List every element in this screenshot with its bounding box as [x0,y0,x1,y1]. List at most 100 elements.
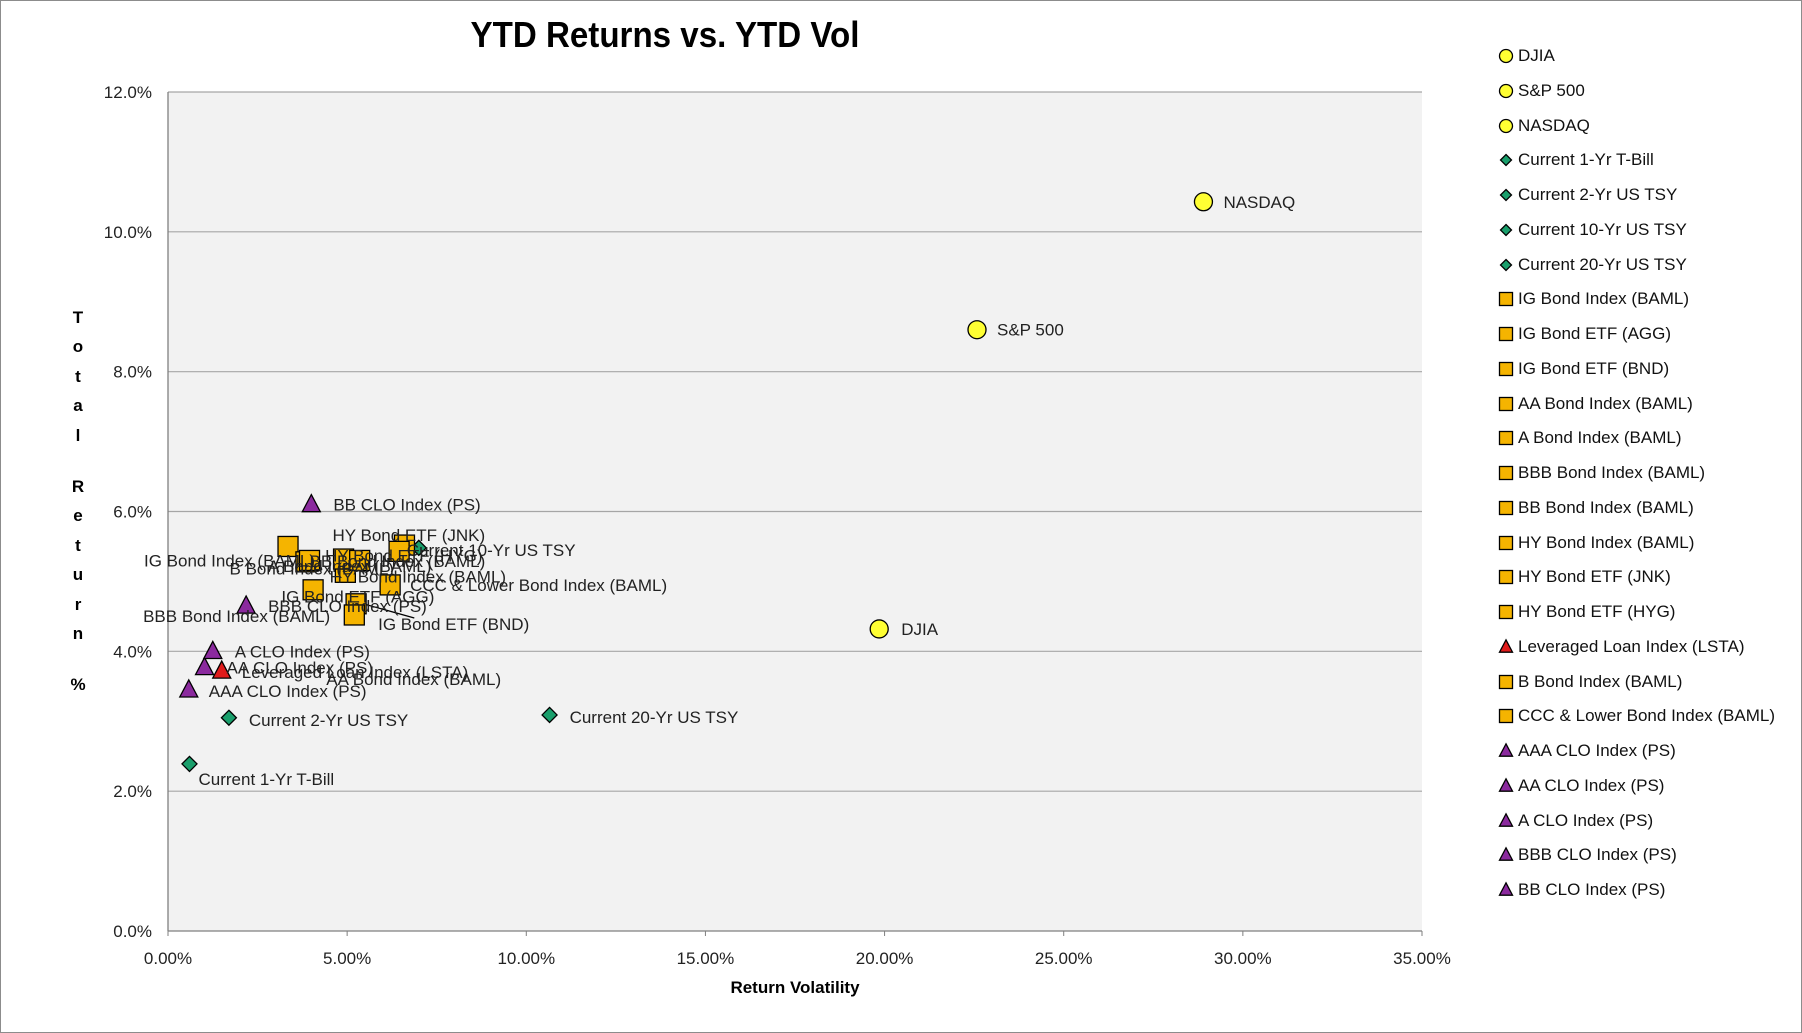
y-tick-label: 6.0% [113,503,152,522]
legend-marker [1496,533,1516,553]
legend-label: Leveraged Loan Index (LSTA) [1518,636,1745,656]
data-point-marker [194,656,215,676]
legend-marker-shape [1498,326,1514,342]
data-point-label: AA CLO Index (PS) [227,658,373,677]
data-point-label: Current 10-Yr US TSY [407,541,576,560]
x-tick-label: 25.00% [1035,949,1093,968]
legend-item: B Bond Index (BAML) [1496,670,1682,694]
legend-label: S&P 500 [1518,80,1585,100]
legend-marker [1496,776,1516,796]
legend-item: AA Bond Index (BAML) [1496,392,1693,416]
legend-marker [1496,811,1516,831]
data-point-label: B Bond Index (BAML) [230,559,394,578]
legend-item: Current 20-Yr US TSY [1496,253,1687,277]
legend-item: IG Bond ETF (AGG) [1496,322,1671,346]
data-point-marker [379,574,401,596]
legend-label: Current 20-Yr US TSY [1518,254,1687,274]
legend-label: BBB CLO Index (PS) [1518,845,1677,865]
legend-label: AA Bond Index (BAML) [1518,393,1693,413]
legend-marker-shape [1498,361,1514,376]
legend-item: IG Bond Index (BAML) [1496,287,1689,311]
data-point-marker [277,535,299,558]
data-point-marker [298,549,321,572]
legend-item: Current 1-Yr T-Bill [1496,148,1654,172]
legend-marker-shape [1498,570,1514,585]
data-point-marker [178,678,199,698]
legend-marker-shape [1498,604,1514,620]
legend-marker-shape [1498,811,1514,827]
legend-label: CCC & Lower Bond Index (BAML) [1518,706,1775,726]
legend-label: HY Bond Index (BAML) [1518,532,1695,552]
legend-item: S&P 500 [1496,79,1585,103]
legend-item: BB CLO Index (PS) [1496,878,1665,902]
legend-marker [1496,498,1516,518]
legend-label: NASDAQ [1518,115,1590,135]
legend-marker [1496,428,1516,448]
legend-marker-shape [1498,846,1514,862]
legend-item: DJIA [1496,44,1555,68]
data-point-marker [220,709,238,727]
data-point-label: HY Bond ETF (JNK) [332,526,485,545]
data-point-marker [869,619,889,639]
data-point-label: Current 1-Yr T-Bill [198,770,334,789]
data-point-label: S&P 500 [997,321,1064,340]
gridlines [168,91,1422,792]
legend-label: DJIA [1518,46,1555,65]
legend-label: AAA CLO Index (PS) [1518,741,1676,760]
data-point-label: Leveraged Loan Index (LSTA) [242,663,469,682]
data-point-marker [202,640,223,660]
leader-lines [360,602,415,619]
y-tick-label: 4.0% [113,642,152,661]
legend-item: A Bond Index (BAML) [1496,426,1681,450]
legend-marker-shape [1499,153,1513,167]
legend-item: Leveraged Loan Index (LSTA) [1496,635,1745,659]
tick-labels: 0.0% 2.0% 4.0% 6.0% 8.0% 10.0% 12.0% 0.00% 5.00%… [104,83,1451,968]
x-tick-label: 35.00% [1393,949,1451,968]
data-point-label: BBB Bond Index (BAML) [143,607,330,626]
legend-label: Current 1-Yr T-Bill [1518,150,1654,170]
legend-marker-shape [1498,881,1514,896]
legend-label: BB CLO Index (PS) [1518,880,1666,899]
data-point-marker [301,493,322,513]
data-point-label: IG Bond ETF (AGG) [281,587,434,606]
chart-title: YTD Returns vs. YTD Vol [470,14,860,55]
legend-item: A CLO Index (PS) [1496,809,1653,833]
legend-marker [1496,46,1516,66]
legend-marker-shape [1498,500,1514,515]
x-tick-label: 5.00% [323,949,371,968]
legend-marker [1496,116,1516,136]
data-point-label: HY Bond ETF (HYG) [325,546,482,565]
legend-marker [1496,220,1516,240]
legend-item: CCC & Lower Bond Index (BAML) [1496,704,1775,728]
legend-marker-shape [1498,292,1514,307]
data-point-label: AA Bond Index (BAML) [326,670,501,689]
data-point-marker [302,579,324,601]
legend-marker [1496,567,1516,587]
legend-label: BBB Bond Index (BAML) [1518,463,1706,482]
data-point-label: AAA CLO Index (PS) [209,682,367,701]
data-point-label: BB CLO Index (PS) [333,496,480,515]
legend-item: BBB Bond Index (BAML) [1496,461,1705,485]
legend-item: AAA CLO Index (PS) [1496,739,1676,763]
legend-marker-shape [1498,638,1514,653]
legend-marker [1496,255,1516,275]
legend-marker-shape [1498,431,1514,446]
data-points [178,192,1214,773]
legend-label: Current 2-Yr US TSY [1518,185,1678,204]
legend-marker [1496,845,1516,865]
legend-item: AA CLO Index (PS) [1496,774,1664,798]
legend-marker [1496,602,1516,622]
legend-marker [1496,741,1516,761]
y-tick-label: 0.0% [113,922,152,941]
legend-marker [1496,463,1516,483]
legend-label: AA CLO Index (PS) [1518,775,1665,795]
data-point-label: A Bond Index (BAML) [268,557,431,576]
data-point-marker [211,659,232,679]
x-tick-label: 0.00% [144,949,192,968]
legend-label: Current 10-Yr US TSY [1518,219,1687,239]
legend-marker-shape [1499,188,1513,202]
data-point-label: A CLO Index (PS) [235,642,370,661]
legend-label: HY Bond ETF (JNK) [1518,567,1671,587]
legend-label: IG Bond ETF (BND) [1518,358,1670,378]
legend-item: BB Bond Index (BAML) [1496,496,1694,520]
